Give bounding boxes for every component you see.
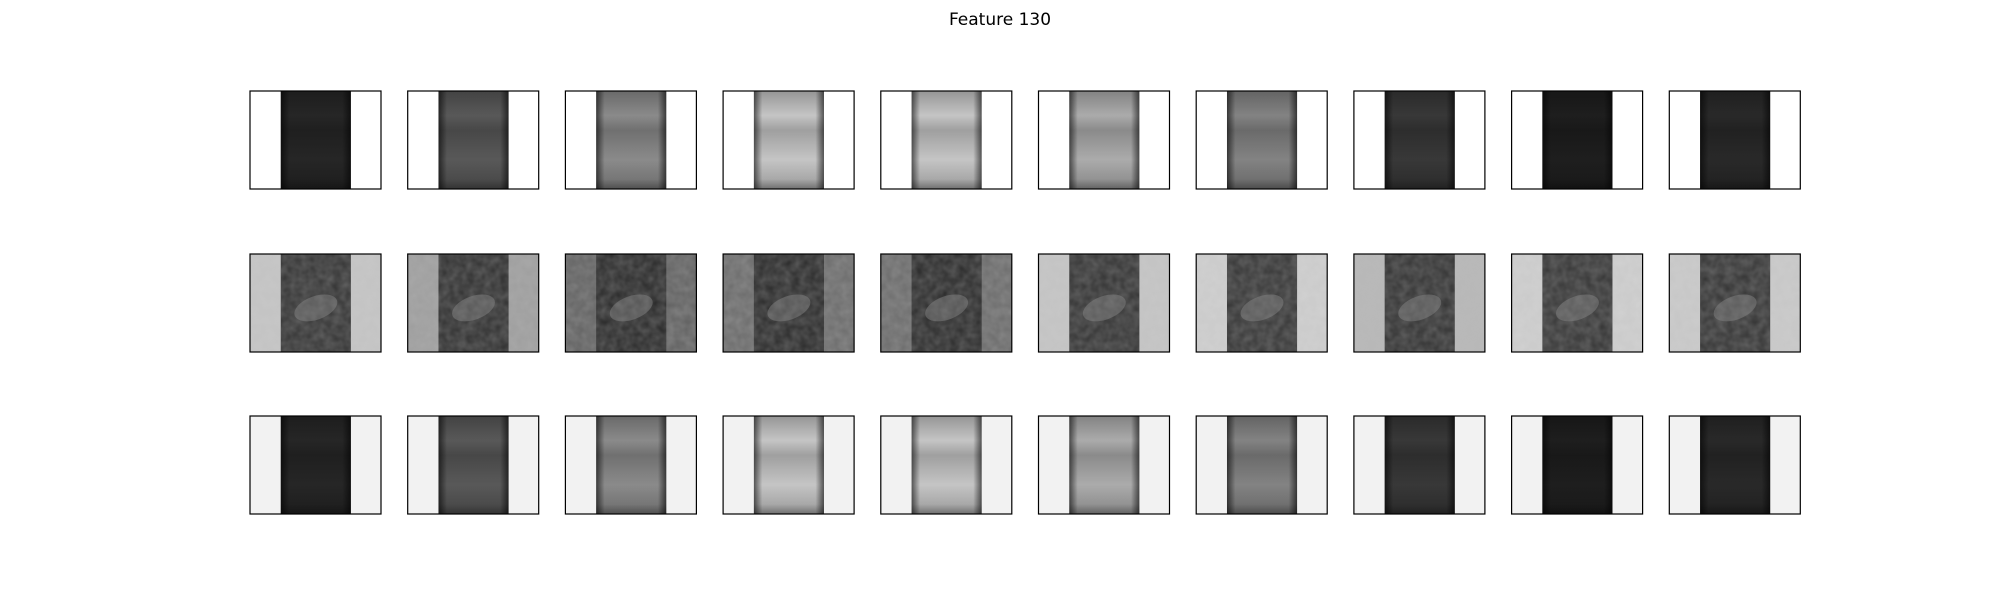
panel-edge-shade — [280, 416, 351, 514]
panel-frame — [407, 415, 540, 515]
panel-blob — [1555, 294, 1599, 322]
panel-frame — [1668, 415, 1801, 515]
panel-frame — [564, 253, 698, 353]
panel-edge-shade — [753, 91, 824, 189]
panel-texture — [1384, 254, 1455, 352]
panel-frame — [564, 415, 698, 515]
panel-blob — [1082, 294, 1126, 322]
figure-title: Feature 130 — [949, 10, 1051, 30]
panel-edge-shade — [1069, 91, 1140, 189]
panel-edge-shade — [1700, 91, 1771, 189]
panel-texture — [1700, 254, 1771, 352]
panel-frame — [1195, 253, 1328, 353]
panel-frame — [1510, 415, 1644, 515]
panel-frame — [722, 90, 855, 190]
panel-frame — [1353, 253, 1486, 353]
panel-texture — [280, 254, 351, 352]
panel-frame — [1353, 90, 1486, 190]
panel-edge-shade — [1700, 416, 1771, 514]
panel-edge-shade — [1069, 416, 1140, 514]
panel-edge-shade — [438, 416, 509, 514]
panel-blob — [609, 294, 653, 322]
panel-frame — [1510, 253, 1644, 353]
panel-edge-shade — [596, 91, 667, 189]
panel-texture — [1226, 254, 1298, 352]
panel-texture — [1542, 254, 1613, 352]
panel-frame — [249, 415, 382, 515]
panel-edge-shade — [280, 91, 351, 189]
panel-blob — [452, 294, 495, 322]
panel-edge-shade — [911, 416, 982, 514]
panel-frame — [1668, 90, 1801, 190]
panel-blob — [1398, 294, 1442, 322]
panel-edge-shade — [1384, 91, 1455, 189]
panel-edge-shade — [596, 416, 667, 514]
panel-edge-shade — [1384, 416, 1455, 514]
panel-frame — [880, 90, 1013, 190]
panel-edge-shade — [1226, 91, 1298, 189]
panel-frame — [1195, 415, 1328, 515]
panel-frame — [722, 415, 855, 515]
panel-edge-shade — [1542, 416, 1613, 514]
panel-blob — [767, 294, 811, 322]
panel-frame — [564, 90, 698, 190]
panel-frame — [1353, 415, 1486, 515]
panel-edge-shade — [438, 91, 509, 189]
panel-frame — [880, 415, 1013, 515]
panel-frame — [407, 253, 540, 353]
panel-frame — [249, 253, 382, 353]
panel-frame — [1037, 90, 1171, 190]
panel-edge-shade — [911, 91, 982, 189]
panel-texture — [753, 254, 824, 352]
panel-texture — [596, 254, 667, 352]
panel-frame — [407, 90, 540, 190]
panel-blob — [1713, 294, 1757, 322]
panel-blob — [925, 294, 969, 322]
panel-frame — [1037, 415, 1171, 515]
panel-texture — [911, 254, 982, 352]
panel-blob — [1240, 294, 1284, 322]
panel-edge-shade — [753, 416, 824, 514]
panel-frame — [880, 253, 1013, 353]
panel-frame — [1668, 253, 1801, 353]
panel-texture — [438, 254, 509, 352]
panel-grid — [249, 90, 1801, 515]
panel-frame — [1037, 253, 1171, 353]
panel-texture — [1069, 254, 1140, 352]
panel-frame — [1195, 90, 1328, 190]
panel-edge-shade — [1226, 416, 1298, 514]
panel-frame — [722, 253, 855, 353]
panel-frame — [1510, 90, 1644, 190]
panel-blob — [294, 294, 338, 322]
panel-edge-shade — [1542, 91, 1613, 189]
panel-frame — [249, 90, 382, 190]
